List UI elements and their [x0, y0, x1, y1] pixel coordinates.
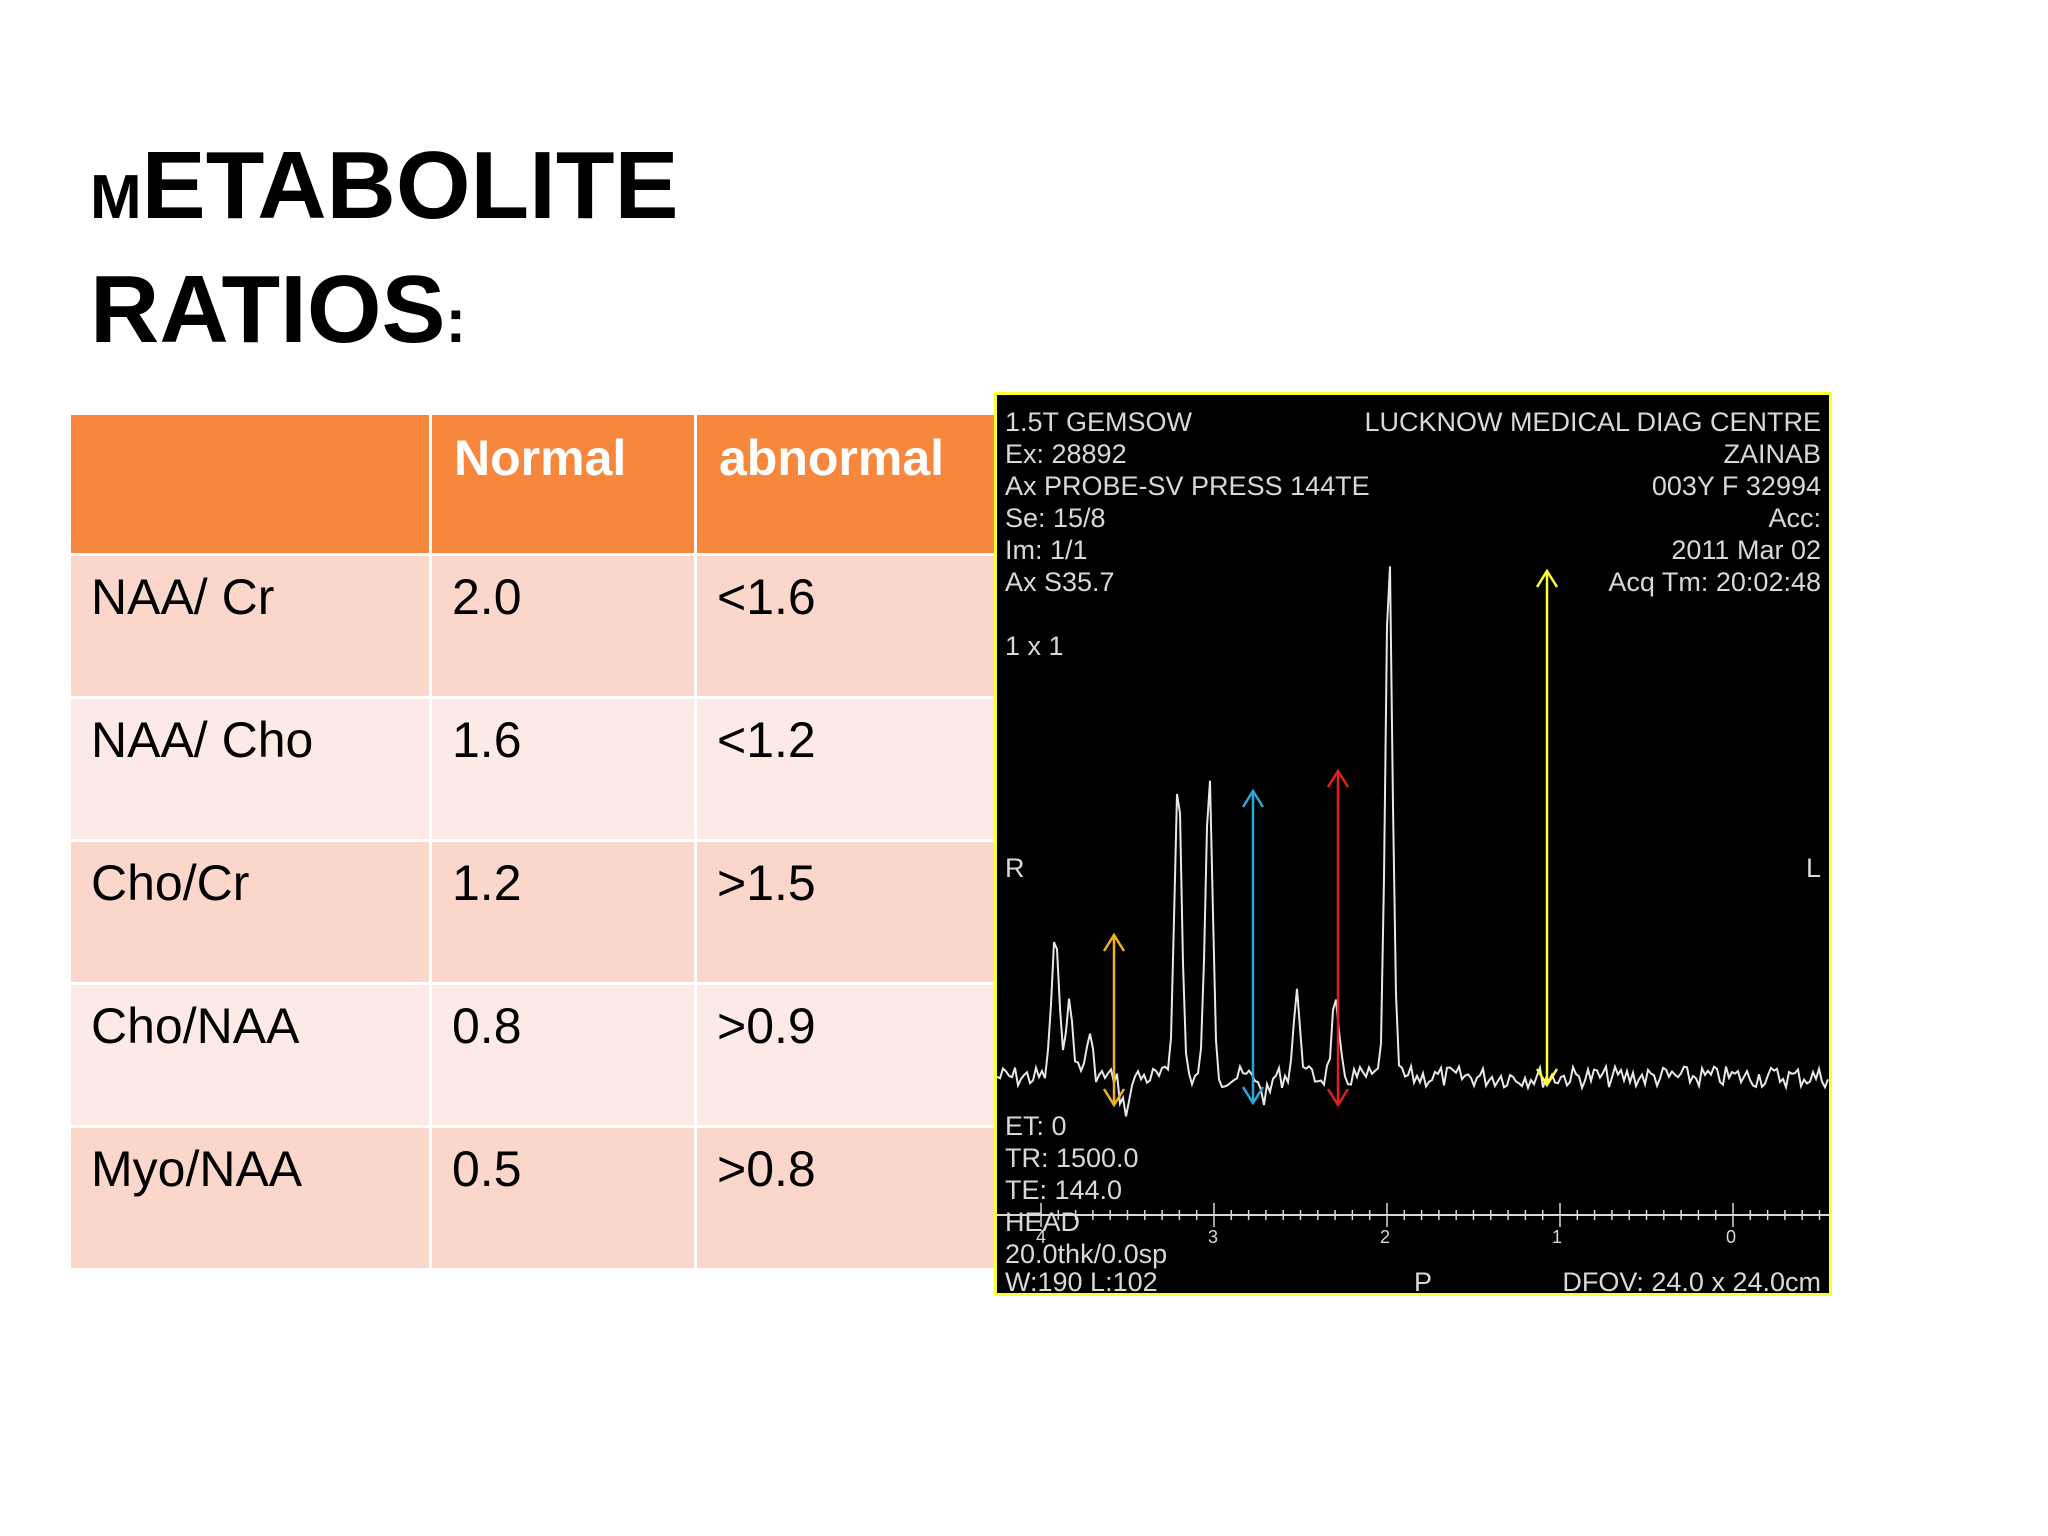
row-normal: 1.6	[429, 696, 697, 842]
info-bottom-left-2: TR: 1500.0	[1005, 1143, 1139, 1173]
row-normal: 2.0	[429, 553, 697, 699]
info-top-left-4: Se: 15/8	[1005, 503, 1106, 533]
ppm-tick-label: 0	[1726, 1227, 1736, 1247]
ppm-tick-label: 3	[1208, 1227, 1218, 1247]
ppm-tick-label: 2	[1380, 1227, 1390, 1247]
table-header-row: Normal abnormal	[68, 412, 1000, 556]
info-bottom-left-1: ET: 0	[1005, 1111, 1067, 1141]
row-normal: 0.8	[429, 982, 697, 1128]
row-label: Myo/NAA	[68, 1125, 432, 1271]
header-cell-abnormal: abnormal	[694, 412, 1000, 556]
info-top-left-6: Ax S35.7	[1005, 567, 1115, 597]
row-label: NAA/ Cho	[68, 696, 432, 842]
marker-l: L	[1806, 853, 1821, 883]
header-cell-normal: Normal	[429, 412, 697, 556]
title-line-2-main: RATIOS	[90, 256, 446, 363]
info-bottom-right: DFOV: 24.0 x 24.0cm	[1562, 1267, 1821, 1293]
row-normal: 0.5	[429, 1125, 697, 1271]
info-bottom-left-3: TE: 144.0	[1005, 1175, 1122, 1205]
info-top-right-1: LUCKNOW MEDICAL DIAG CENTRE	[1364, 407, 1821, 437]
red-arrow	[1326, 768, 1350, 1108]
mr-spectrum-image: 1.5T GEMSOW Ex: 28892 Ax PROBE-SV PRESS …	[994, 392, 1832, 1296]
info-top-left-5: Im: 1/1	[1005, 535, 1088, 565]
spectrum-trace	[997, 566, 1829, 1117]
ppm-minor-ticks	[1040, 1203, 1821, 1227]
row-normal: 1.2	[429, 839, 697, 985]
title-small-cap: M	[90, 163, 142, 232]
table-row: Cho/Cr 1.2 >1.5	[68, 839, 1000, 985]
info-bottom-left-4: HEAD	[1005, 1207, 1080, 1237]
info-bottom-left-5: 20.0thk/0.0sp	[1005, 1239, 1167, 1269]
ratio-table: Normal abnormal NAA/ Cr 2.0 <1.6 NAA/ Ch…	[68, 412, 1000, 1271]
row-abnormal: >1.5	[694, 839, 1000, 985]
info-bottom-center: P	[1414, 1267, 1432, 1293]
row-abnormal: >0.8	[694, 1125, 1000, 1271]
header-cell-blank	[68, 412, 432, 556]
title-line-2: RATIOS:	[90, 254, 679, 378]
title-line-1: METABOLITE	[90, 130, 679, 254]
row-abnormal: <1.2	[694, 696, 1000, 842]
ppm-tick-label: 4	[1036, 1227, 1046, 1247]
table-row: NAA/ Cho 1.6 <1.2	[68, 696, 1000, 842]
info-top-right-6: Acq Tm: 20:02:48	[1608, 567, 1821, 597]
info-top-left-3: Ax PROBE-SV PRESS 144TE	[1005, 471, 1370, 501]
title-line-1-rest: ETABOLITE	[141, 132, 679, 239]
row-label: Cho/NAA	[68, 982, 432, 1128]
info-top-right-4: Acc:	[1768, 503, 1821, 533]
info-top-right-3: 003Y F 32994	[1652, 471, 1821, 501]
info-top-right-5: 2011 Mar 02	[1671, 535, 1821, 565]
row-label: NAA/ Cr	[68, 553, 432, 699]
info-top-left-1: 1.5T GEMSOW	[1005, 407, 1193, 437]
table-row: Cho/NAA 0.8 >0.9	[68, 982, 1000, 1128]
row-label: Cho/Cr	[68, 839, 432, 985]
row-abnormal: <1.6	[694, 553, 1000, 699]
title-colon: :	[445, 287, 467, 356]
info-top-right-2: ZAINAB	[1723, 439, 1821, 469]
yellow-arrow	[1535, 568, 1559, 1088]
ppm-tick-label: 1	[1552, 1227, 1562, 1247]
table-row: NAA/ Cr 2.0 <1.6	[68, 553, 1000, 699]
info-top-left-2: Ex: 28892	[1005, 439, 1127, 469]
table-row: Myo/NAA 0.5 >0.8	[68, 1125, 1000, 1271]
spectrum-svg: 1.5T GEMSOW Ex: 28892 Ax PROBE-SV PRESS …	[997, 407, 1829, 1293]
blue-arrow	[1241, 788, 1265, 1106]
row-abnormal: >0.9	[694, 982, 1000, 1128]
grid-label: 1 x 1	[1005, 631, 1064, 661]
orange-arrow	[1102, 932, 1126, 1108]
slide-title: METABOLITE RATIOS:	[90, 130, 679, 378]
marker-r: R	[1005, 853, 1025, 883]
info-bottom-left-6: W:190 L:102	[1005, 1267, 1158, 1293]
